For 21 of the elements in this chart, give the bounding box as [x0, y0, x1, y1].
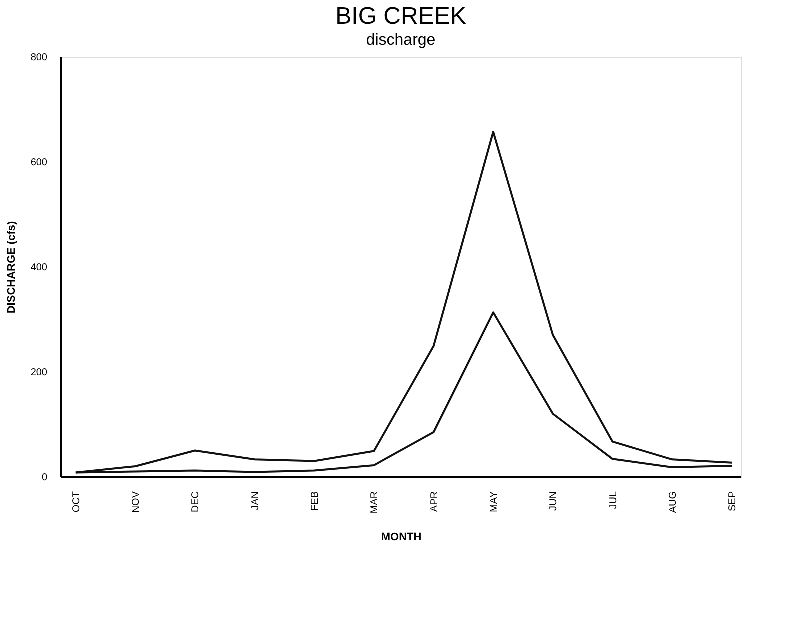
- x-tick-label: JAN: [250, 492, 262, 510]
- x-tick-label: AUG: [668, 491, 679, 514]
- x-tick-label: JUN: [548, 492, 560, 511]
- y-axis-title: DISCHARGE (cfs): [6, 221, 18, 314]
- y-tick-label: 800: [30, 52, 48, 64]
- x-tick-label: NOV: [131, 491, 142, 514]
- y-tick-label: 600: [30, 158, 48, 168]
- x-tick-label: MAR: [370, 492, 381, 514]
- x-tick-label: SEP: [728, 491, 739, 512]
- y-tick-label: 200: [30, 368, 48, 378]
- chart-title: BIG CREEK: [336, 3, 466, 30]
- x-tick-label: JUL: [608, 491, 620, 510]
- x-axis-title: MONTH: [381, 532, 422, 544]
- x-tick-label: MAY: [488, 491, 500, 512]
- x-tick-label: DEC: [190, 492, 202, 513]
- y-tick-label: 400: [30, 262, 48, 274]
- y-tick-label: 0: [42, 472, 48, 484]
- chart-subtitle: discharge: [366, 32, 436, 49]
- x-tick-label: APR: [429, 492, 440, 512]
- x-tick-label: OCT: [71, 492, 82, 513]
- x-tick-label: FEB: [310, 491, 322, 511]
